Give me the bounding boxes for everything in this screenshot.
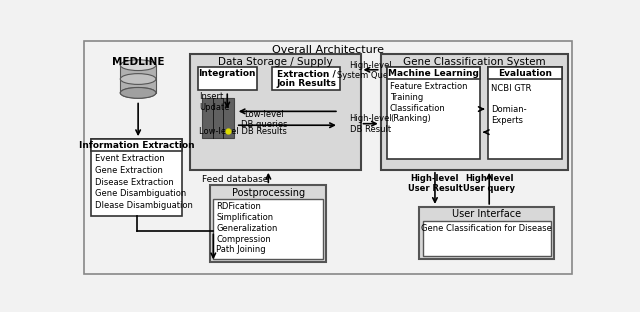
Text: Compression: Compression: [216, 235, 271, 244]
Text: Classification: Classification: [390, 104, 445, 113]
Text: Domian-
Experts: Domian- Experts: [491, 105, 526, 124]
Text: High-level
User Result: High-level User Result: [408, 174, 462, 193]
Text: DIease Disambiguation: DIease Disambiguation: [95, 201, 193, 210]
Text: User Interface: User Interface: [452, 209, 522, 219]
Text: Overall Architecture: Overall Architecture: [272, 45, 384, 55]
Bar: [488, 67, 562, 159]
Bar: [213, 199, 323, 259]
Text: (Ranking): (Ranking): [390, 115, 431, 124]
Ellipse shape: [120, 87, 156, 98]
Ellipse shape: [120, 87, 156, 98]
Text: Postprocessing: Postprocessing: [232, 188, 305, 197]
Bar: [488, 67, 562, 79]
Text: Event Extraction: Event Extraction: [95, 154, 164, 163]
Bar: [387, 67, 480, 79]
Text: Integration: Integration: [198, 69, 256, 78]
Bar: [387, 67, 480, 159]
Bar: [91, 139, 182, 151]
Text: MEDLINE: MEDLINE: [112, 57, 164, 67]
Text: High-level
System Queries: High-level System Queries: [337, 61, 404, 80]
Bar: [422, 221, 551, 256]
Text: Gene Extraction: Gene Extraction: [95, 166, 163, 175]
Text: Simplification: Simplification: [216, 213, 273, 222]
Text: High-level
DB Result: High-level DB Result: [349, 115, 392, 134]
Text: Path Joining: Path Joining: [216, 245, 266, 254]
Bar: [120, 65, 156, 93]
Bar: [91, 139, 182, 216]
Text: Data Storage / Supply: Data Storage / Supply: [218, 57, 333, 67]
Text: Gene Classification for Disease: Gene Classification for Disease: [421, 224, 552, 233]
Text: Gene Classification System: Gene Classification System: [403, 57, 546, 67]
Text: Gene Disambiguation: Gene Disambiguation: [95, 189, 186, 198]
Text: Evaluation: Evaluation: [498, 69, 552, 78]
Text: Information Extraction: Information Extraction: [79, 141, 195, 150]
Text: NCBI GTR: NCBI GTR: [491, 84, 531, 93]
Text: Feed database: Feed database: [202, 174, 269, 183]
Bar: [210, 185, 326, 262]
Text: Low-level DB Results: Low-level DB Results: [199, 127, 287, 136]
Text: RDFication: RDFication: [216, 202, 261, 211]
Ellipse shape: [120, 60, 156, 71]
Bar: [190, 54, 360, 170]
Text: Low-level
DB queries: Low-level DB queries: [241, 110, 288, 129]
Text: High-level
User query: High-level User query: [463, 174, 515, 193]
Text: Extraction /
Join Results: Extraction / Join Results: [276, 69, 336, 88]
Bar: [419, 207, 554, 259]
Text: Feature Extraction: Feature Extraction: [390, 82, 467, 91]
Text: Insert
Update: Insert Update: [199, 92, 230, 111]
Bar: [272, 67, 340, 90]
Text: Machine Learning: Machine Learning: [388, 69, 479, 78]
Ellipse shape: [120, 74, 156, 85]
Text: Generalization: Generalization: [216, 224, 278, 233]
Text: Disease Extraction: Disease Extraction: [95, 178, 173, 187]
Bar: [198, 67, 257, 90]
Bar: [381, 54, 568, 170]
Text: Training: Training: [390, 93, 423, 102]
Bar: [202, 97, 234, 138]
